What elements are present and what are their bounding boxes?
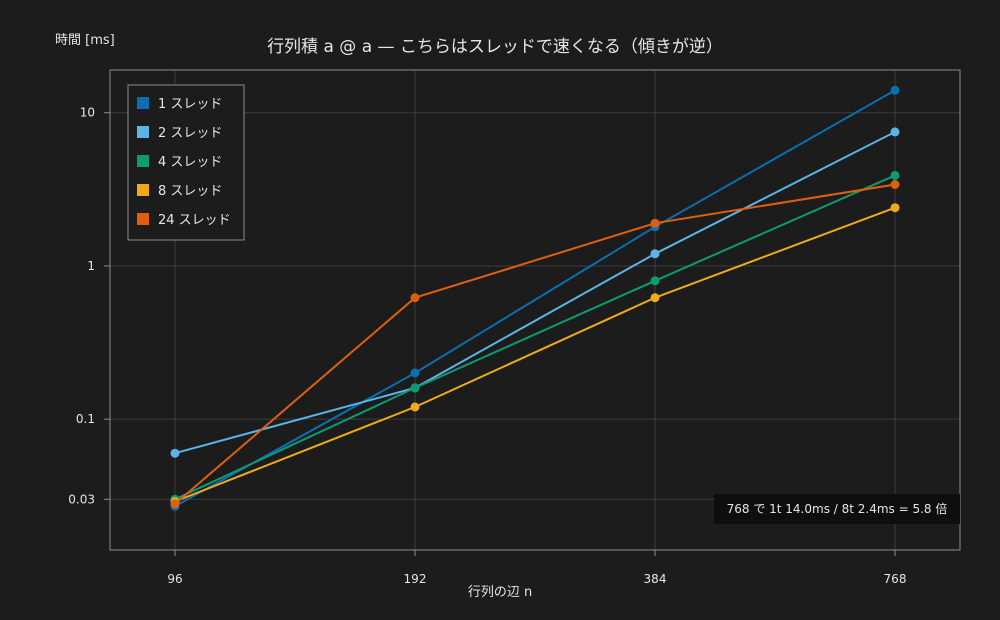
y-tick-label: 0.03 — [68, 492, 95, 506]
axis-ticks: 96 192 384 768 0.03 0.1 1 10 — [68, 106, 906, 586]
legend-swatch — [137, 155, 149, 167]
x-tick-label: 768 — [884, 572, 907, 586]
series-layer — [170, 85, 900, 511]
data-point — [650, 218, 660, 228]
series-3 — [170, 170, 900, 504]
y-axis-label: 時間 [ms] — [55, 33, 115, 48]
data-point — [410, 368, 420, 378]
data-point — [410, 402, 420, 412]
series-5 — [170, 180, 900, 509]
legend-label: 8 スレッド — [158, 184, 222, 199]
series-line — [174, 174, 896, 501]
plot-frame — [109, 69, 961, 551]
legend-label: 4 スレッド — [158, 155, 222, 170]
series-4 — [170, 203, 900, 506]
legend-swatch — [137, 184, 149, 196]
data-point — [650, 293, 660, 303]
series-2 — [170, 127, 900, 458]
legend-swatch — [137, 213, 149, 225]
data-point — [890, 203, 900, 213]
x-tick-label: 384 — [644, 572, 667, 586]
series-1 — [170, 85, 900, 511]
y-tick-label: 1 — [87, 259, 95, 273]
legend-label: 2 スレッド — [158, 126, 222, 141]
data-point — [170, 448, 180, 458]
annotation-text: 768 で 1t 14.0ms / 8t 2.4ms = 5.8 倍 — [727, 501, 948, 516]
legend-swatch — [137, 97, 149, 109]
annotation-background — [714, 494, 960, 524]
legend: 1 スレッド 2 スレッド 4 スレッド 8 スレッド 24 スレッド — [127, 84, 245, 241]
data-point — [170, 499, 180, 509]
data-point — [890, 127, 900, 137]
data-point — [890, 170, 900, 180]
series-line — [174, 206, 896, 503]
data-point — [890, 180, 900, 189]
chart-title: 行列積 a @ a — こちらはスレッドで速くなる（傾きが逆） — [267, 37, 723, 57]
series-line — [174, 131, 896, 455]
data-point — [410, 293, 420, 303]
data-point — [650, 276, 660, 286]
legend-label: 1 スレッド — [158, 97, 222, 112]
y-tick-label: 0.1 — [76, 412, 95, 426]
data-point — [410, 383, 420, 393]
data-point — [890, 85, 900, 95]
legend-label: 24 スレッド — [158, 213, 231, 228]
grid — [110, 70, 960, 550]
annotation-box: 768 で 1t 14.0ms / 8t 2.4ms = 5.8 倍 — [714, 494, 960, 524]
x-axis-label: 行列の辺 n — [468, 585, 532, 600]
x-tick-label: 192 — [404, 572, 427, 586]
series-line — [174, 89, 896, 508]
x-tick-label: 96 — [167, 572, 182, 586]
legend-swatch — [137, 126, 149, 138]
y-tick-label: 10 — [80, 106, 95, 120]
data-point — [650, 249, 660, 259]
series-line — [174, 183, 896, 505]
